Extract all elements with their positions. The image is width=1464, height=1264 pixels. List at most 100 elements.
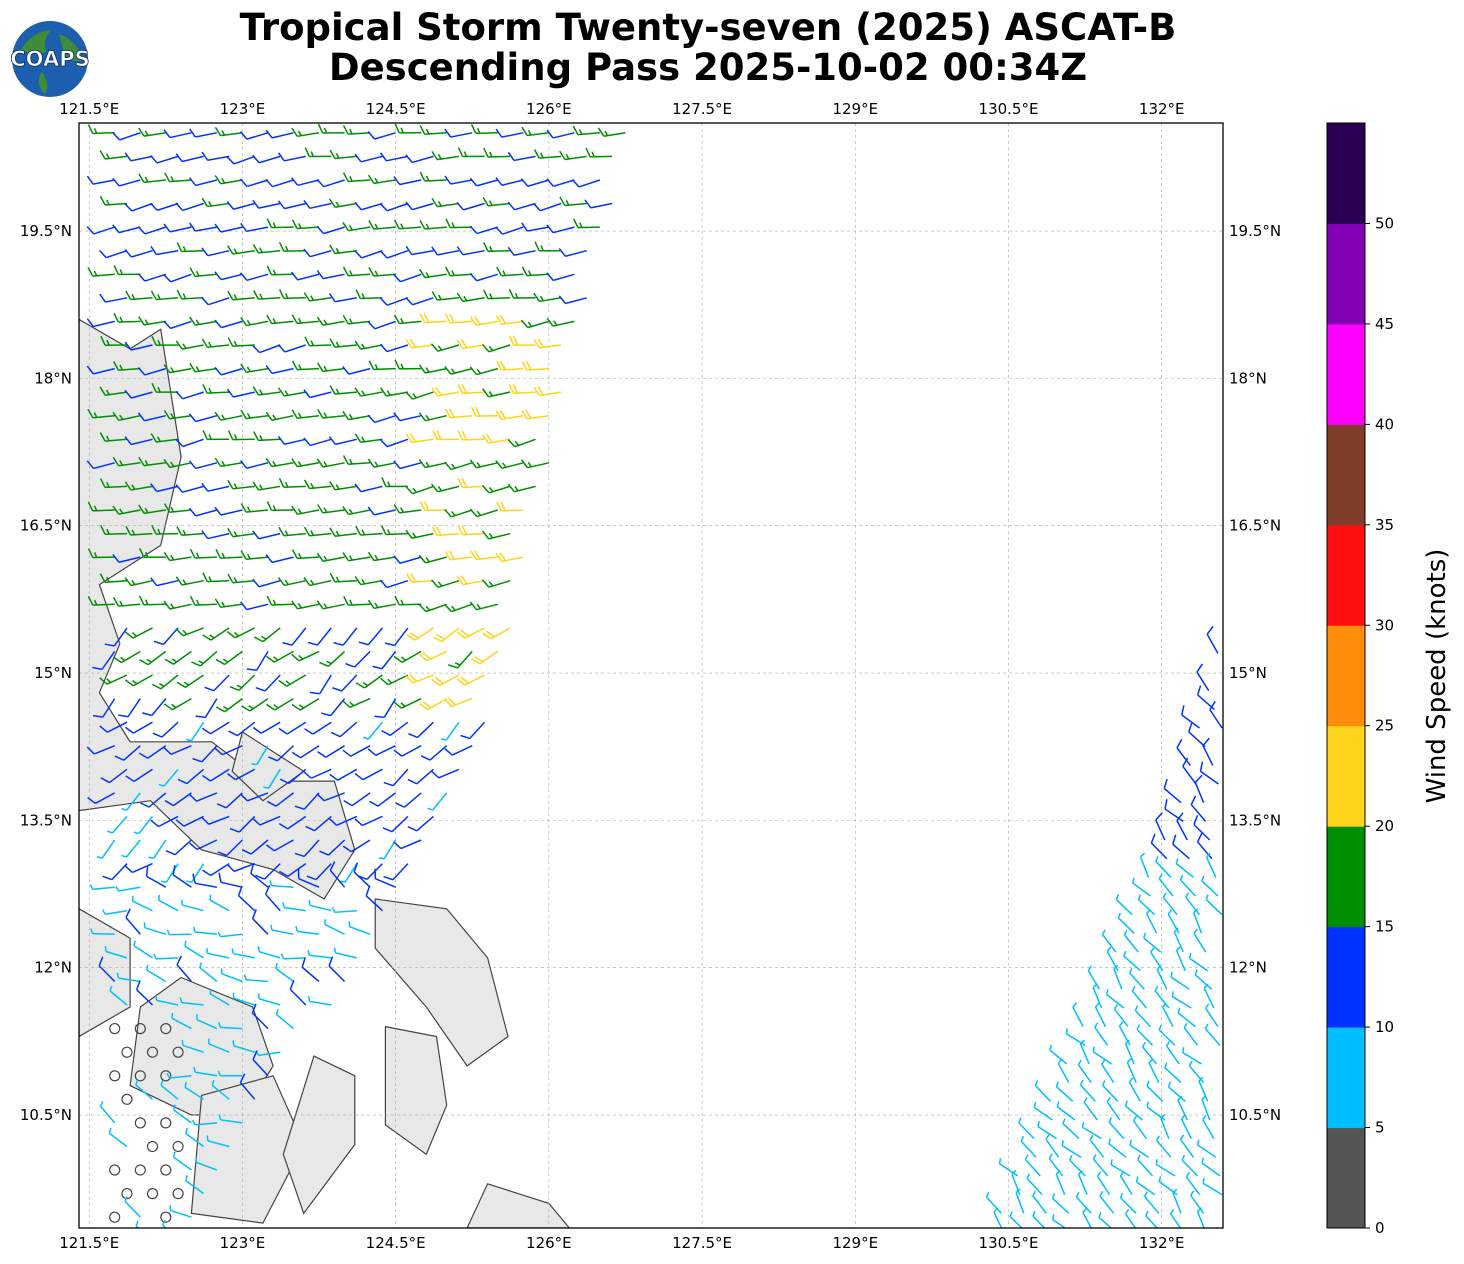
wind-barb	[1055, 1081, 1074, 1102]
wind-barb	[201, 247, 230, 257]
wind-barb	[1190, 795, 1207, 822]
wind-barb	[291, 650, 320, 662]
colorbar-tick-label: 10	[1375, 1018, 1394, 1036]
wind-barb	[125, 908, 141, 935]
wind-barb	[150, 290, 179, 301]
wind-barb	[444, 461, 473, 471]
wind-barb	[124, 674, 153, 687]
lon-tick-label-top: 126°E	[526, 100, 572, 118]
wind-barb	[585, 147, 613, 158]
wind-barb	[1048, 1153, 1064, 1177]
wind-barb	[229, 674, 256, 692]
lon-tick-label-bottom: 127.5°E	[672, 1234, 732, 1252]
wind-barb	[201, 482, 230, 492]
wind-barb	[275, 1009, 294, 1030]
wind-barb	[495, 177, 524, 186]
lat-tick-label-right: 15°N	[1229, 664, 1267, 682]
wind-barb	[172, 865, 192, 888]
wind-barb	[393, 555, 422, 564]
wind-barb	[265, 650, 294, 663]
land-polygon-6	[79, 908, 131, 1038]
wind-barb	[393, 745, 422, 757]
lat-labels-right: 19.5°N 18°N 16.5°N 15°N 13.5°N 12°N 10.5°N	[1229, 222, 1281, 1124]
wind-barb	[265, 365, 294, 375]
colorbar-border	[1326, 122, 1366, 1229]
wind-barb	[199, 962, 218, 983]
wind-barb	[354, 340, 383, 350]
wind-barb	[496, 266, 524, 277]
wind-barb	[138, 316, 166, 326]
wind-barb	[87, 267, 115, 277]
wind-barb	[172, 1187, 184, 1200]
wind-barb	[470, 406, 498, 417]
wind-barb	[124, 341, 153, 351]
wind-barb	[163, 320, 192, 330]
wind-barb	[275, 963, 294, 983]
lat-tick-label-right: 16.5°N	[1229, 517, 1281, 535]
wind-barb	[185, 1175, 205, 1195]
wind-barb	[228, 721, 256, 737]
wind-barb	[328, 815, 358, 826]
wind-barb	[266, 218, 294, 229]
lon-tick-label-top: 124.5°E	[366, 100, 426, 118]
wind-barb	[266, 314, 294, 325]
wind-barb	[316, 270, 345, 280]
logo-text: COAPS	[11, 47, 89, 71]
wind-barb	[1105, 989, 1125, 1009]
wind-barb	[444, 508, 473, 518]
wind-barb	[237, 886, 256, 912]
wind-barb	[160, 863, 179, 883]
wind-barb	[277, 435, 306, 445]
wind-barb	[226, 155, 255, 165]
wind-barb	[157, 894, 179, 912]
wind-barb	[201, 296, 230, 306]
wind-barb	[1158, 873, 1174, 897]
wind-barb	[460, 721, 486, 740]
wind-barb	[394, 595, 422, 606]
wind-barb	[308, 899, 332, 912]
wind-barb	[87, 124, 115, 135]
wind-barb	[444, 365, 473, 375]
wind-barb	[1173, 927, 1184, 953]
wind-barb	[572, 125, 600, 136]
wind-barb	[112, 650, 141, 664]
wind-barb	[457, 477, 485, 489]
wind-barb	[1045, 1134, 1060, 1158]
wind-barb	[217, 839, 243, 857]
wind-barb	[86, 175, 115, 185]
colorbar-segment	[1327, 524, 1365, 626]
wind-barb	[329, 149, 357, 160]
wind-barb	[355, 289, 383, 300]
wind-barb	[521, 222, 550, 232]
lat-tick-label-right: 10.5°N	[1229, 1106, 1281, 1124]
wind-barb	[188, 507, 218, 517]
wind-barb	[278, 721, 307, 735]
wind-barb	[482, 196, 511, 207]
colorbar-title: Wind Speed (knots)	[1422, 549, 1452, 804]
wind-barb	[393, 176, 422, 186]
wind-barb	[456, 201, 485, 211]
wind-barb	[124, 202, 153, 212]
wind-barb	[98, 249, 128, 259]
wind-barb	[109, 1022, 121, 1035]
wind-barb	[209, 988, 230, 1006]
wind-barb	[379, 343, 409, 353]
wind-barb	[99, 293, 128, 303]
wind-barb	[374, 868, 396, 888]
wind-barb	[1150, 947, 1164, 972]
wind-barb	[175, 627, 204, 637]
wind-barb	[138, 595, 166, 606]
wind-barb	[135, 1079, 153, 1100]
wind-barb	[1190, 1190, 1205, 1214]
wind-barb	[1099, 1191, 1115, 1214]
wind-barb	[239, 792, 269, 802]
wind-barb	[145, 866, 167, 888]
wind-barb	[1205, 852, 1217, 878]
wind-barb	[1034, 1080, 1051, 1102]
wind-barb	[469, 601, 498, 611]
wind-barb	[328, 293, 357, 303]
wind-barb	[227, 479, 255, 490]
wind-barb	[227, 290, 255, 301]
wind-barb	[160, 1117, 172, 1129]
wind-barb	[328, 956, 346, 983]
